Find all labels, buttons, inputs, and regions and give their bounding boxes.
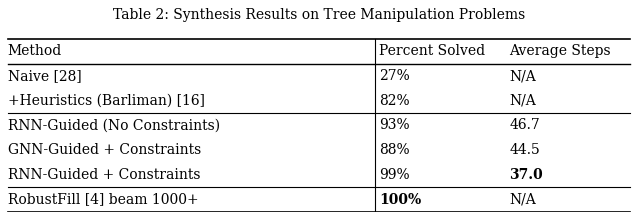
Text: RobustFill [4] beam 1000+: RobustFill [4] beam 1000+ xyxy=(8,192,198,206)
Text: Percent Solved: Percent Solved xyxy=(379,44,485,58)
Text: 46.7: 46.7 xyxy=(509,119,540,132)
Text: 37.0: 37.0 xyxy=(509,168,543,182)
Text: 82%: 82% xyxy=(379,94,410,108)
Text: 99%: 99% xyxy=(379,168,410,182)
Text: Average Steps: Average Steps xyxy=(509,44,611,58)
Text: N/A: N/A xyxy=(509,94,536,108)
Text: +Heuristics (Barliman) [16]: +Heuristics (Barliman) [16] xyxy=(8,94,205,108)
Text: 100%: 100% xyxy=(379,192,421,206)
Text: 93%: 93% xyxy=(379,119,410,132)
Text: Naive [28]: Naive [28] xyxy=(8,69,81,83)
Text: Table 2: Synthesis Results on Tree Manipulation Problems: Table 2: Synthesis Results on Tree Manip… xyxy=(113,8,525,22)
Text: 44.5: 44.5 xyxy=(509,143,540,157)
Text: 88%: 88% xyxy=(379,143,410,157)
Text: Method: Method xyxy=(8,44,62,58)
Text: 27%: 27% xyxy=(379,69,410,83)
Text: RNN-Guided + Constraints: RNN-Guided + Constraints xyxy=(8,168,200,182)
Text: N/A: N/A xyxy=(509,69,536,83)
Text: GNN-Guided + Constraints: GNN-Guided + Constraints xyxy=(8,143,201,157)
Text: RNN-Guided (No Constraints): RNN-Guided (No Constraints) xyxy=(8,119,220,132)
Text: N/A: N/A xyxy=(509,192,536,206)
